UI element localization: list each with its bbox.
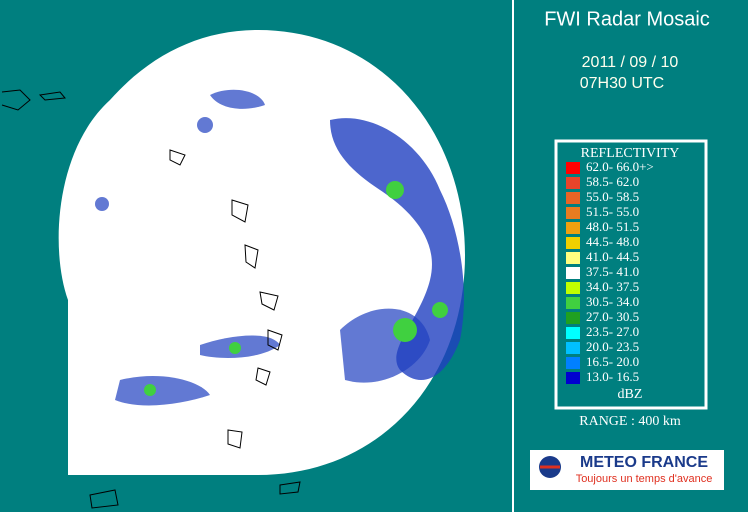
legend-label: 13.0- 16.5 [586,369,639,384]
legend-entries: 62.0- 66.0+>58.5- 62.055.0- 58.551.5- 55… [566,159,654,384]
legend-title: REFLECTIVITY [581,146,680,161]
legend-label: 34.0- 37.5 [586,279,639,294]
coastlines [1,89,301,509]
logo-box [530,450,724,490]
legend-label: 55.0- 58.5 [586,189,639,204]
legend-label: 30.5- 34.0 [586,294,639,309]
legend-label: 37.5- 41.0 [586,264,639,279]
legend-swatch [566,327,580,339]
legend-swatch [566,357,580,369]
legend-swatch [566,297,580,309]
legend-label: 48.0- 51.5 [586,219,639,234]
echoes-strong [144,181,448,396]
legend-swatch [566,237,580,249]
legend-swatch [566,267,580,279]
legend-swatch [566,177,580,189]
legend-label: 20.0- 23.5 [586,339,639,354]
radar-map [1,30,465,509]
range: RANGE : 400 km [579,414,681,429]
legend-swatch [566,282,580,294]
time: 07H30 UTC [580,75,664,92]
logo-slogan: Toujours un temps d'avance [576,473,713,485]
radar-coverage [58,30,465,475]
legend-label: 27.0- 30.5 [586,309,639,324]
legend-label: 62.0- 66.0+> [586,159,654,174]
legend-swatch [566,372,580,384]
legend-unit: dBZ [618,387,643,402]
legend-swatch [566,222,580,234]
legend-swatch [566,192,580,204]
legend-label: 23.5- 27.0 [586,324,639,339]
legend-swatch [566,312,580,324]
legend-frame [554,139,708,410]
legend-swatch [566,207,580,219]
legend-swatch [566,252,580,264]
legend-swatch [566,162,580,174]
legend-label: 16.5- 20.0 [586,354,639,369]
legend-swatch [566,342,580,354]
logo-name: METEO FRANCE [580,454,708,471]
legend-label: 44.5- 48.0 [586,234,639,249]
legend-label: 41.0- 44.5 [586,249,639,264]
date: 2011 / 09 / 10 [582,54,679,71]
title: FWI Radar Mosaic [544,8,710,30]
legend-label: 58.5- 62.0 [586,174,639,189]
legend-label: 51.5- 55.0 [586,204,639,219]
